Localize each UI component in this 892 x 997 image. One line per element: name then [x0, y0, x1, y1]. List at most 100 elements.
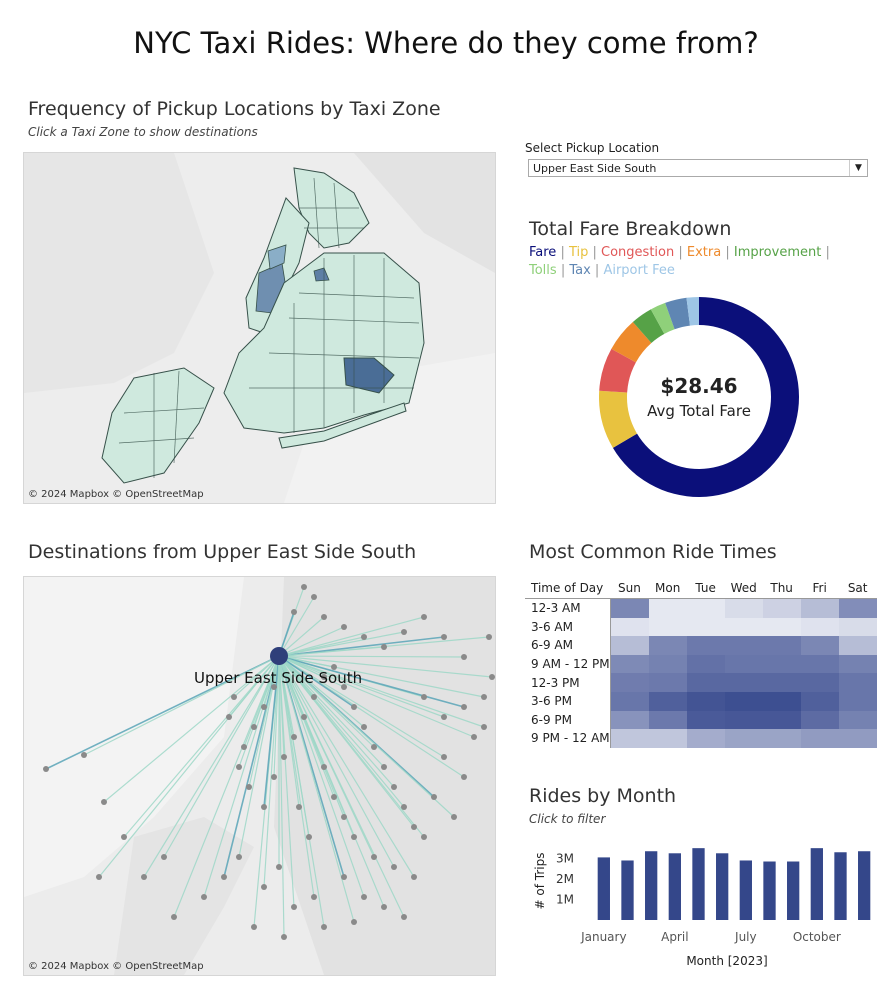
heatmap-cell[interactable] [724, 636, 763, 655]
heatmap-cell[interactable] [762, 654, 801, 674]
destination-point[interactable] [441, 714, 447, 720]
pickup-map[interactable]: © 2024 Mapbox © OpenStreetMap [23, 152, 496, 504]
destination-point[interactable] [101, 799, 107, 805]
heatmap-cell[interactable] [686, 710, 725, 730]
heatmap-cell[interactable] [648, 636, 687, 655]
ride-times-heatmap[interactable]: Time of Day Sun Mon Tue Wed Thu Fri Sat 12-3 AM… [525, 578, 877, 748]
destination-point[interactable] [236, 764, 242, 770]
destination-point[interactable] [96, 874, 102, 880]
chevron-down-icon[interactable]: ▼ [849, 160, 867, 176]
heatmap-cell[interactable] [686, 598, 725, 618]
pickup-select[interactable]: Upper East Side South ▼ [528, 159, 868, 177]
heatmap-cell[interactable] [800, 654, 839, 674]
heatmap-cell[interactable] [762, 673, 801, 692]
heatmap-cell[interactable] [762, 636, 801, 655]
destination-point[interactable] [351, 834, 357, 840]
heatmap-cell[interactable] [762, 729, 801, 748]
destination-point[interactable] [341, 814, 347, 820]
destination-point[interactable] [441, 634, 447, 640]
destination-point[interactable] [481, 724, 487, 730]
destination-point[interactable] [281, 754, 287, 760]
destination-point[interactable] [431, 794, 437, 800]
heatmap-cell[interactable] [610, 691, 649, 711]
heatmap-cell[interactable] [686, 691, 725, 711]
destination-point[interactable] [361, 724, 367, 730]
destination-point[interactable] [361, 634, 367, 640]
destination-point[interactable] [291, 904, 297, 910]
heatmap-cell[interactable] [838, 654, 877, 674]
month-bar[interactable] [858, 851, 871, 920]
destination-point[interactable] [461, 774, 467, 780]
destination-point[interactable] [331, 664, 337, 670]
month-bar[interactable] [834, 852, 847, 920]
destination-point[interactable] [241, 744, 247, 750]
heatmap-cell[interactable] [800, 617, 839, 637]
destination-point[interactable] [321, 764, 327, 770]
donut-slice-tax[interactable] [665, 297, 690, 330]
destination-point[interactable] [291, 734, 297, 740]
destination-point[interactable] [81, 752, 87, 758]
pickup-map-canvas[interactable] [24, 153, 495, 503]
heatmap-cell[interactable] [762, 691, 801, 711]
destination-point[interactable] [341, 624, 347, 630]
legend-item-extra[interactable]: Extra [686, 245, 722, 260]
destination-point[interactable] [421, 834, 427, 840]
month-bar[interactable] [621, 860, 634, 920]
heatmap-cell[interactable] [610, 654, 649, 674]
month-bar[interactable] [739, 860, 752, 920]
destination-point[interactable] [261, 804, 267, 810]
destination-point[interactable] [371, 744, 377, 750]
heatmap-cell[interactable] [724, 710, 763, 730]
destination-point[interactable] [236, 854, 242, 860]
destination-point[interactable] [461, 654, 467, 660]
heatmap-cell[interactable] [800, 710, 839, 730]
destination-point[interactable] [251, 724, 257, 730]
heatmap-cell[interactable] [648, 598, 687, 618]
legend-item-tip[interactable]: Tip [568, 245, 589, 260]
heatmap-cell[interactable] [724, 691, 763, 711]
heatmap-cell[interactable] [648, 729, 687, 748]
heatmap-cell[interactable] [724, 673, 763, 692]
heatmap-cell[interactable] [648, 654, 687, 674]
month-bar[interactable] [668, 853, 681, 920]
destination-point[interactable] [251, 924, 257, 930]
month-bar[interactable] [787, 861, 800, 921]
heatmap-cell[interactable] [762, 598, 801, 618]
donut-slice-airport-fee[interactable] [686, 297, 699, 326]
destination-point[interactable] [291, 609, 297, 615]
heatmap-cell[interactable] [686, 673, 725, 692]
destinations-map[interactable]: Upper East Side South © 2024 Mapbox © Op… [23, 576, 496, 976]
heatmap-cell[interactable] [610, 729, 649, 748]
destination-point[interactable] [201, 894, 207, 900]
heatmap-cell[interactable] [800, 729, 839, 748]
heatmap-cell[interactable] [724, 729, 763, 748]
month-bar[interactable] [716, 853, 729, 920]
destination-point[interactable] [161, 854, 167, 860]
heatmap-cell[interactable] [648, 617, 687, 637]
destination-point[interactable] [171, 914, 177, 920]
destination-point[interactable] [271, 774, 277, 780]
destination-point[interactable] [311, 594, 317, 600]
fare-donut[interactable] [599, 297, 799, 497]
heatmap-cell[interactable] [838, 729, 877, 748]
destination-point[interactable] [321, 924, 327, 930]
destination-point[interactable] [331, 794, 337, 800]
heatmap-cell[interactable] [838, 673, 877, 692]
destination-point[interactable] [276, 864, 282, 870]
destination-point[interactable] [411, 824, 417, 830]
destination-point[interactable] [281, 934, 287, 940]
destination-point[interactable] [301, 584, 307, 590]
destination-point[interactable] [451, 814, 457, 820]
destination-point[interactable] [311, 894, 317, 900]
destination-point[interactable] [226, 714, 232, 720]
heatmap-cell[interactable] [686, 617, 725, 637]
destination-point[interactable] [361, 894, 367, 900]
destination-point[interactable] [421, 614, 427, 620]
destination-point[interactable] [461, 704, 467, 710]
destination-point[interactable] [401, 629, 407, 635]
destination-point[interactable] [391, 784, 397, 790]
destination-point[interactable] [351, 919, 357, 925]
month-bar[interactable] [763, 861, 776, 921]
destination-point[interactable] [411, 874, 417, 880]
donut-slice-extra[interactable] [611, 321, 652, 363]
